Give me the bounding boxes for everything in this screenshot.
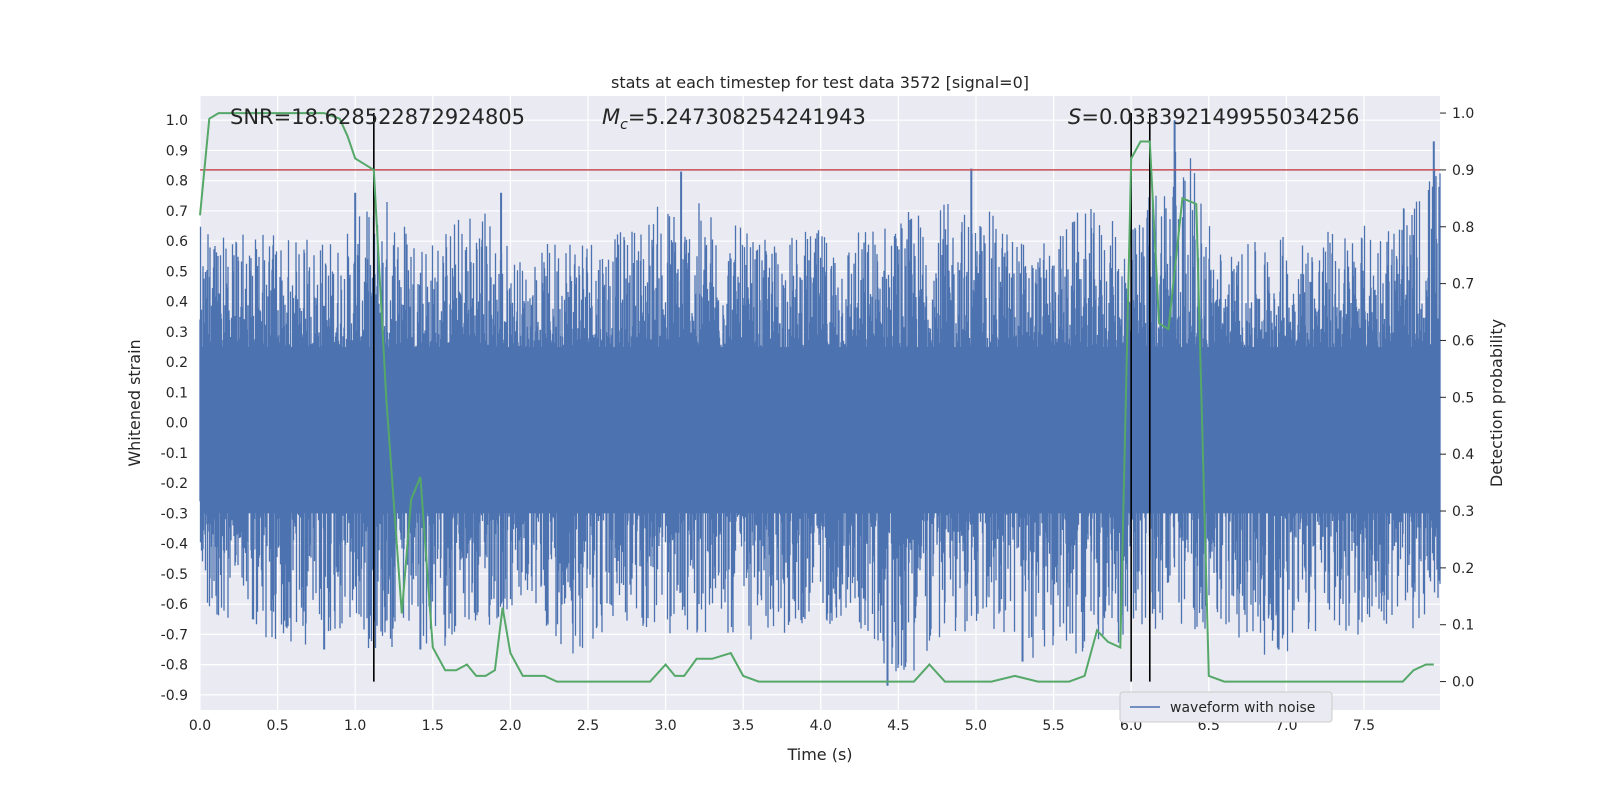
x-tick-label: 2.5: [577, 718, 599, 734]
y-right-axis-label: Detection probability: [1487, 319, 1506, 487]
chirp-mass-symbol: M: [602, 105, 620, 129]
legend-label-waveform: waveform with noise: [1170, 700, 1315, 716]
s-symbol: S: [1068, 105, 1081, 129]
y-right-tick-label: 0.6: [1452, 333, 1474, 349]
y-right-tick-label: 1.0: [1452, 106, 1474, 122]
y-left-tick-label: 0.7: [166, 204, 188, 220]
legend: waveform with noise: [1119, 691, 1333, 723]
waveform-core-band: [200, 347, 1440, 514]
chirp-mass-value: =5.247308254241943: [628, 105, 866, 129]
waveform-series: [199, 120, 1441, 686]
y-right-tick-label: 0.8: [1452, 220, 1474, 236]
y-left-tick-label: 1.0: [166, 113, 188, 129]
y-left-tick-label: -0.1: [161, 446, 188, 462]
x-tick-label: 0.5: [266, 718, 288, 734]
x-tick-label: 2.0: [499, 718, 521, 734]
chirp-mass-annotation: Mc=5.247308254241943: [602, 105, 866, 133]
y-right-tick-label: 0.1: [1452, 618, 1474, 634]
chart-title: stats at each timestep for test data 357…: [611, 73, 1029, 92]
snr-annotation: SNR=18.628522872924805: [230, 105, 525, 129]
y-left-tick-label: -0.2: [161, 476, 188, 492]
s-value: =0.033392149955034256: [1081, 105, 1359, 129]
y-left-tick-label: 0.8: [166, 174, 188, 190]
y-left-tick-label: -0.7: [161, 627, 188, 643]
x-tick-label: 5.0: [965, 718, 987, 734]
y-right-tick-label: 0.7: [1452, 277, 1474, 293]
probability-line: [199, 112, 1434, 683]
s-annotation: S=0.033392149955034256: [1068, 105, 1359, 129]
y-right-tick-label: 0.0: [1452, 675, 1474, 691]
x-tick-label: 3.0: [654, 718, 676, 734]
y-left-tick-label: -0.4: [161, 537, 188, 553]
vertical-markers: [373, 113, 1151, 682]
y-left-tick-label: -0.3: [161, 506, 188, 522]
chirp-mass-subscript: c: [620, 117, 628, 133]
x-tick-label: 1.0: [344, 718, 366, 734]
y-right-tick-label: 0.2: [1452, 561, 1474, 577]
y-right-tick-label: 0.5: [1452, 390, 1474, 406]
y-right-axis-ticks: 0.0 0.1 0.2 0.3 0.4 0.5 0.6 0.7 0.8 0.9 1.0: [1440, 106, 1474, 691]
y-right-tick-label: 0.4: [1452, 447, 1474, 463]
y-left-tick-label: -0.9: [161, 688, 188, 704]
y-right-tick-label: 0.3: [1452, 504, 1474, 520]
probability-series: [199, 112, 1434, 683]
y-left-tick-label: 0.1: [166, 385, 188, 401]
y-left-tick-label: 0.2: [166, 355, 188, 371]
y-left-tick-label: -0.8: [161, 658, 188, 674]
y-left-tick-label: 0.5: [166, 264, 188, 280]
x-tick-label: 4.5: [887, 718, 909, 734]
x-tick-label: 1.5: [422, 718, 444, 734]
y-left-tick-label: 0.6: [166, 234, 188, 250]
y-left-tick-label: -0.6: [161, 597, 188, 613]
x-tick-label: 4.0: [810, 718, 832, 734]
y-left-axis-ticks: -0.9 -0.8 -0.7 -0.6 -0.5 -0.4 -0.3 -0.2 -0.1 0.0 0…: [161, 113, 188, 704]
x-axis-label: Time (s): [786, 745, 852, 764]
legend-box: [1119, 691, 1333, 723]
y-right-tick-label: 0.9: [1452, 163, 1474, 179]
y-left-tick-label: 0.0: [166, 416, 188, 432]
x-tick-label: 5.5: [1042, 718, 1064, 734]
x-tick-label: 0.0: [189, 718, 211, 734]
y-left-axis-label: Whitened strain: [125, 339, 144, 466]
y-left-tick-label: 0.4: [166, 295, 188, 311]
x-tick-label: 7.5: [1353, 718, 1375, 734]
y-left-tick-label: 0.3: [166, 325, 188, 341]
y-left-tick-label: -0.5: [161, 567, 188, 583]
x-tick-label: 3.5: [732, 718, 754, 734]
y-left-tick-label: 0.9: [166, 143, 188, 159]
